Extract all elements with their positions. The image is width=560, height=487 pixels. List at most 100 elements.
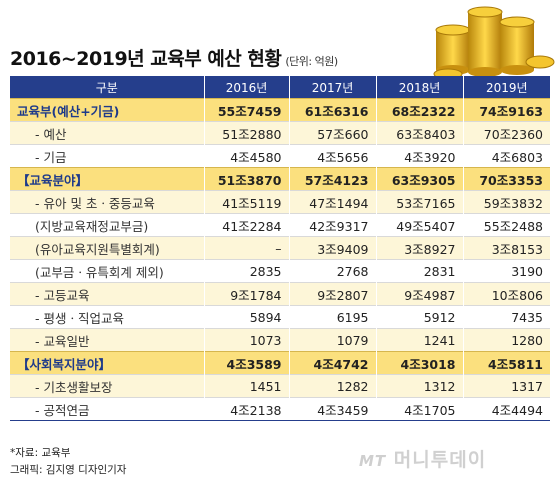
source-note: *자료: 교육부 xyxy=(10,447,71,459)
row-label: - 예산 xyxy=(10,121,204,145)
row-label: - 교육일반 xyxy=(10,328,204,352)
row-label: (지방교육재정교부금) xyxy=(10,213,204,237)
value-cell: 4조3920 xyxy=(375,144,463,168)
row-label: - 기금 xyxy=(10,144,204,168)
value-cell: 57조4123 xyxy=(288,167,376,191)
value-cell: 68조2322 xyxy=(375,98,463,122)
value-cell: 51조2880 xyxy=(203,121,289,145)
value-cell: 47조1494 xyxy=(288,190,376,214)
table-row: - 유아 및 초ㆍ중등교육 41조5119 47조1494 53조7165 59조383… xyxy=(10,190,550,214)
table-row: - 기초생활보장 1451 1282 1312 1317 xyxy=(10,374,550,398)
value-cell: 2831 xyxy=(375,259,463,283)
row-label: - 평생ㆍ직업교육 xyxy=(10,305,204,329)
value-cell: 9조1784 xyxy=(203,282,289,306)
value-cell: 4조3589 xyxy=(203,351,289,375)
table-row: - 기금 4조4580 4조5656 4조3920 4조6803 xyxy=(10,144,550,168)
row-label: (교부금ㆍ유특회계 제외) xyxy=(10,259,204,283)
value-cell: 4조6803 xyxy=(462,144,550,168)
graphic-credit: 그래픽: 김지영 디자인기자 xyxy=(10,464,127,476)
value-cell: 4조4494 xyxy=(462,397,550,421)
logo-text: 머니투데이 xyxy=(393,449,487,471)
value-cell: 55조2488 xyxy=(462,213,550,237)
unit-label: (단위: 억원) xyxy=(285,55,338,68)
value-cell: 63조8403 xyxy=(375,121,463,145)
value-cell: 74조9163 xyxy=(462,98,550,122)
table-row: (교부금ㆍ유특회계 제외) 2835 2768 2831 3190 xyxy=(10,259,550,283)
value-cell: 4조4742 xyxy=(288,351,376,375)
value-cell: 2835 xyxy=(203,259,289,283)
value-cell: 49조5407 xyxy=(375,213,463,237)
value-cell: 5894 xyxy=(203,305,289,329)
gold-coins-icon xyxy=(433,6,555,80)
value-cell: 61조6316 xyxy=(288,98,376,122)
row-label: - 기초생활보장 xyxy=(10,374,204,398)
value-cell: 3조9409 xyxy=(288,236,376,260)
value-cell: 1317 xyxy=(462,374,550,398)
table-row: 【사회복지분야】 4조3589 4조4742 4조3018 4조5811 xyxy=(10,351,550,375)
value-cell: 51조3870 xyxy=(203,167,289,191)
value-cell: 1451 xyxy=(203,374,289,398)
value-cell: 6195 xyxy=(288,305,376,329)
column-header-year: 2019년 xyxy=(462,76,550,99)
row-label: - 공적연금 xyxy=(10,397,204,421)
table-body: 교육부(예산+기금) 55조7459 61조6316 68조2322 74조9163- … xyxy=(10,98,550,421)
value-cell: 1282 xyxy=(288,374,376,398)
table-row: (지방교육재정교부금) 41조2284 42조9317 49조5407 55조2488 xyxy=(10,213,550,237)
value-cell: 9조2807 xyxy=(288,282,376,306)
value-cell: 1312 xyxy=(375,374,463,398)
row-label: 【사회복지분야】 xyxy=(10,351,204,375)
value-cell: 1280 xyxy=(462,328,550,352)
column-header-year: 2016년 xyxy=(203,76,289,99)
table-row: (유아교육지원특별회계) –3조9409 3조8927 3조8153 xyxy=(10,236,550,260)
value-cell: 63조9305 xyxy=(375,167,463,191)
value-cell: 41조5119 xyxy=(203,190,289,214)
value-cell: 1241 xyxy=(375,328,463,352)
logo-mt: MT xyxy=(359,452,387,470)
column-header-category: 구분 xyxy=(10,76,204,99)
value-cell: 9조4987 xyxy=(375,282,463,306)
column-header-year: 2017년 xyxy=(288,76,376,99)
value-cell: 1073 xyxy=(203,328,289,352)
value-cell: 57조660 xyxy=(288,121,376,145)
value-cell: 4조2138 xyxy=(203,397,289,421)
table-header: 구분 2016년 2017년 2018년 2019년 xyxy=(10,76,550,99)
publisher-logo: MT 머니투데이 xyxy=(359,445,486,472)
value-cell: 70조2360 xyxy=(462,121,550,145)
table-row: - 공적연금 4조2138 4조3459 4조1705 4조4494 xyxy=(10,397,550,421)
value-cell: 2768 xyxy=(288,259,376,283)
table-row: 【교육분야】 51조3870 57조4123 63조9305 70조3353 xyxy=(10,167,550,191)
table-row: - 교육일반 1073 1079 1241 1280 xyxy=(10,328,550,352)
value-cell: 3조8927 xyxy=(375,236,463,260)
value-cell: 4조3018 xyxy=(375,351,463,375)
value-cell: 70조3353 xyxy=(462,167,550,191)
value-cell: 4조1705 xyxy=(375,397,463,421)
table-row: - 예산 51조2880 57조660 63조8403 70조2360 xyxy=(10,121,550,145)
value-cell: 5912 xyxy=(375,305,463,329)
chart-title: 2016~2019년 교육부 예산 현황 (단위: 억원) xyxy=(10,44,338,71)
value-cell: 10조806 xyxy=(462,282,550,306)
row-label: 【교육분야】 xyxy=(10,167,204,191)
value-cell: – xyxy=(203,236,289,260)
value-cell: 53조7165 xyxy=(375,190,463,214)
value-cell: 59조3832 xyxy=(462,190,550,214)
value-cell: 3조8153 xyxy=(462,236,550,260)
row-label: (유아교육지원특별회계) xyxy=(10,236,204,260)
value-cell: 4조3459 xyxy=(288,397,376,421)
value-cell: 4조4580 xyxy=(203,144,289,168)
value-cell: 55조7459 xyxy=(203,98,289,122)
value-cell: 41조2284 xyxy=(203,213,289,237)
value-cell: 7435 xyxy=(462,305,550,329)
row-label: 교육부(예산+기금) xyxy=(10,98,204,122)
table-row: - 평생ㆍ직업교육 5894 6195 5912 7435 xyxy=(10,305,550,329)
value-cell: 1079 xyxy=(288,328,376,352)
column-header-year: 2018년 xyxy=(375,76,463,99)
value-cell: 4조5656 xyxy=(288,144,376,168)
title-text: 2016~2019년 교육부 예산 현황 xyxy=(10,48,282,70)
value-cell: 3190 xyxy=(462,259,550,283)
budget-table: 구분 2016년 2017년 2018년 2019년 교육부(예산+기금) 55조7459… xyxy=(10,76,550,421)
row-label: - 유아 및 초ㆍ중등교육 xyxy=(10,190,204,214)
table-row: - 고등교육 9조1784 9조2807 9조4987 10조806 xyxy=(10,282,550,306)
row-label: - 고등교육 xyxy=(10,282,204,306)
value-cell: 42조9317 xyxy=(288,213,376,237)
value-cell: 4조5811 xyxy=(462,351,550,375)
